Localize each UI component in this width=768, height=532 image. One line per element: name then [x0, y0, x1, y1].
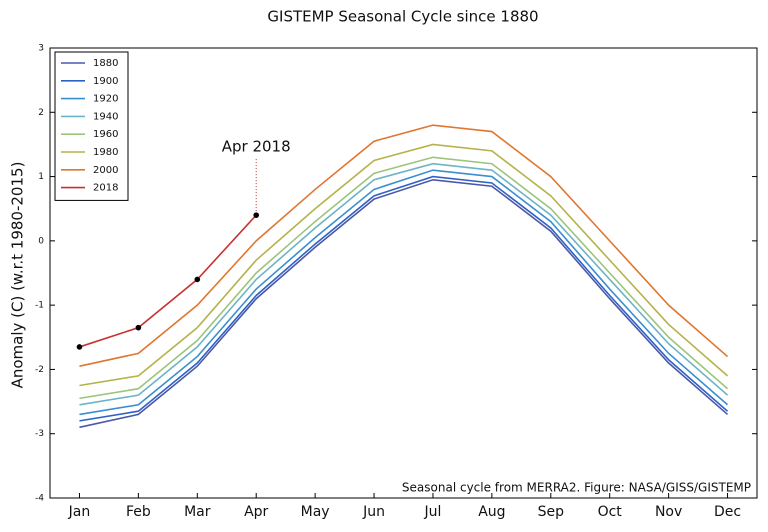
- series-line: [79, 169, 729, 416]
- x-tick-label: Aug: [478, 504, 505, 520]
- legend-box: [54, 51, 129, 201]
- point-marker: [253, 212, 260, 218]
- legend-label: 1980: [93, 147, 118, 158]
- legend-label: 2018: [93, 183, 118, 194]
- x-tick-label: Sep: [538, 504, 565, 520]
- series-line: [79, 124, 729, 367]
- series-line: [79, 175, 729, 422]
- point-marker: [76, 344, 83, 350]
- x-tick-label: Feb: [126, 504, 151, 520]
- legend-label: 2000: [93, 165, 118, 176]
- y-tick-label: 0: [38, 236, 44, 246]
- x-tick-label: Jun: [362, 504, 385, 520]
- legend-label: 1900: [93, 76, 118, 87]
- plot-frame: [49, 47, 758, 499]
- legend-label: 1940: [93, 111, 118, 122]
- y-tick-label: -3: [35, 429, 44, 439]
- x-tick-label: Oct: [598, 504, 623, 520]
- y-tick-label: -4: [35, 494, 44, 504]
- legend-label: 1880: [93, 58, 118, 69]
- series-line: [79, 178, 729, 429]
- series-line: [79, 156, 729, 400]
- y-tick-label: 1: [38, 172, 44, 182]
- x-tick-label: May: [301, 504, 330, 520]
- legend-label: 1960: [93, 129, 118, 140]
- series-line: [79, 162, 729, 406]
- y-tick-label: 2: [38, 108, 44, 118]
- y-axis-label: Anomaly (C) (w.r.t 1980-2015): [9, 162, 27, 389]
- legend-label: 1920: [93, 94, 118, 105]
- x-tick-label: Mar: [184, 504, 211, 520]
- y-tick-label: -2: [35, 365, 44, 375]
- x-tick-label: Apr: [244, 504, 268, 520]
- point-marker: [135, 324, 142, 331]
- point-marker: [194, 276, 201, 283]
- series-line: [79, 143, 729, 387]
- x-tick-label: Jul: [424, 504, 442, 520]
- y-tick-label: 3: [38, 44, 44, 54]
- x-tick-label: Jan: [68, 504, 91, 520]
- annotation: Apr 2018: [222, 138, 291, 156]
- x-tick-label: Dec: [714, 504, 741, 520]
- chart-title: GISTEMP Seasonal Cycle since 1880: [267, 8, 538, 26]
- x-tick-label: Nov: [655, 504, 682, 520]
- credit: Seasonal cycle from MERRA2. Figure: NASA…: [402, 481, 751, 495]
- y-tick-label: -1: [35, 301, 44, 311]
- series-line: [79, 214, 257, 348]
